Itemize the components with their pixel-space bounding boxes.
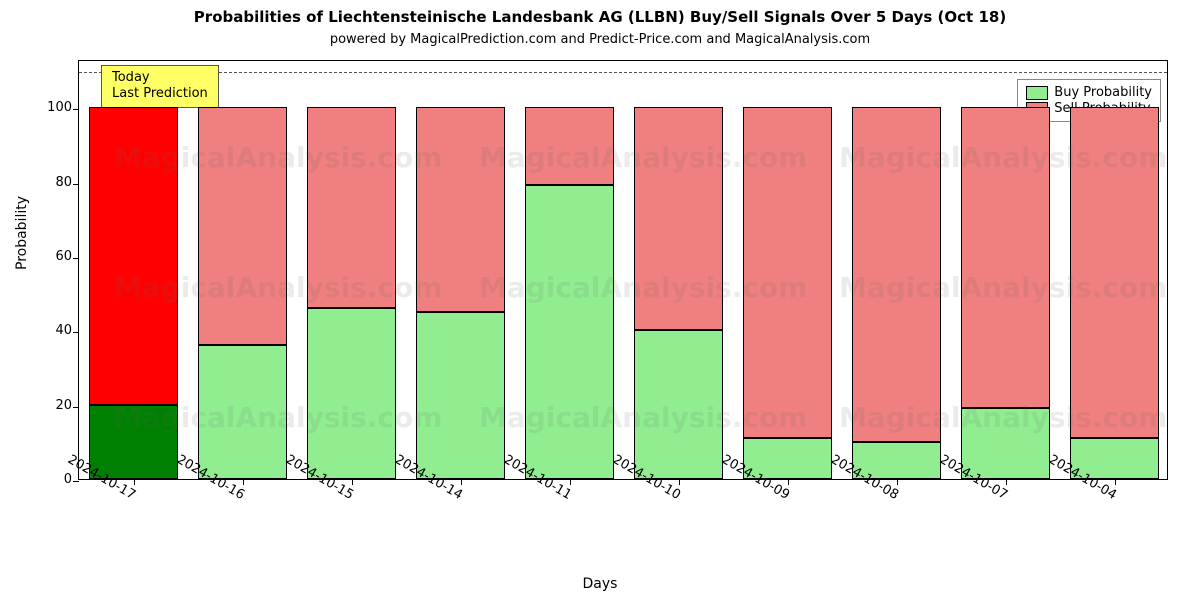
ytick-mark <box>73 184 79 185</box>
ytick-label: 40 <box>12 323 72 338</box>
ytick-label: 20 <box>12 398 72 413</box>
chart-title: Probabilities of Liechtensteinische Land… <box>0 8 1200 26</box>
xtick-mark <box>1115 479 1116 485</box>
ytick-mark <box>73 258 79 259</box>
reference-line <box>79 72 1167 73</box>
legend-label: Buy Probability <box>1054 85 1152 100</box>
ytick-label: 80 <box>12 175 72 190</box>
bar-group <box>198 107 287 479</box>
xtick-mark <box>1006 479 1007 485</box>
xtick-mark <box>897 479 898 485</box>
bar-group <box>416 107 505 479</box>
today-annotation: Today Last Prediction <box>101 65 219 108</box>
sell-bar <box>743 107 832 438</box>
xtick-mark <box>679 479 680 485</box>
chart-subtitle: powered by MagicalPrediction.com and Pre… <box>0 32 1200 47</box>
legend-item: Buy Probability <box>1026 85 1152 100</box>
buy-bar <box>89 405 178 479</box>
bar-group <box>743 107 832 479</box>
xtick-mark <box>134 479 135 485</box>
buy-bar <box>525 185 614 479</box>
sell-bar <box>961 107 1050 408</box>
ytick-mark <box>73 109 79 110</box>
bar-group <box>961 107 1050 479</box>
sell-bar <box>634 107 723 330</box>
ytick-label: 100 <box>12 100 72 115</box>
xtick-mark <box>788 479 789 485</box>
ytick-label: 60 <box>12 249 72 264</box>
bar-group <box>852 107 941 479</box>
xtick-mark <box>570 479 571 485</box>
sell-bar <box>198 107 287 345</box>
bar-group <box>634 107 723 479</box>
xtick-mark <box>352 479 353 485</box>
ytick-mark <box>73 481 79 482</box>
sell-bar <box>307 107 396 308</box>
sell-bar <box>89 107 178 404</box>
sell-bar <box>1070 107 1159 438</box>
xtick-mark <box>461 479 462 485</box>
sell-bar <box>416 107 505 311</box>
sell-bar <box>525 107 614 185</box>
x-axis-label: Days <box>0 576 1200 592</box>
sell-bar <box>852 107 941 442</box>
ytick-mark <box>73 407 79 408</box>
bar-group <box>307 107 396 479</box>
legend-swatch <box>1026 86 1048 100</box>
bar-group <box>525 107 614 479</box>
ytick-mark <box>73 332 79 333</box>
bar-group <box>89 107 178 479</box>
ytick-label: 0 <box>12 472 72 487</box>
bar-group <box>1070 107 1159 479</box>
plot-area: Today Last Prediction Buy ProbabilitySel… <box>78 60 1168 480</box>
xtick-mark <box>243 479 244 485</box>
